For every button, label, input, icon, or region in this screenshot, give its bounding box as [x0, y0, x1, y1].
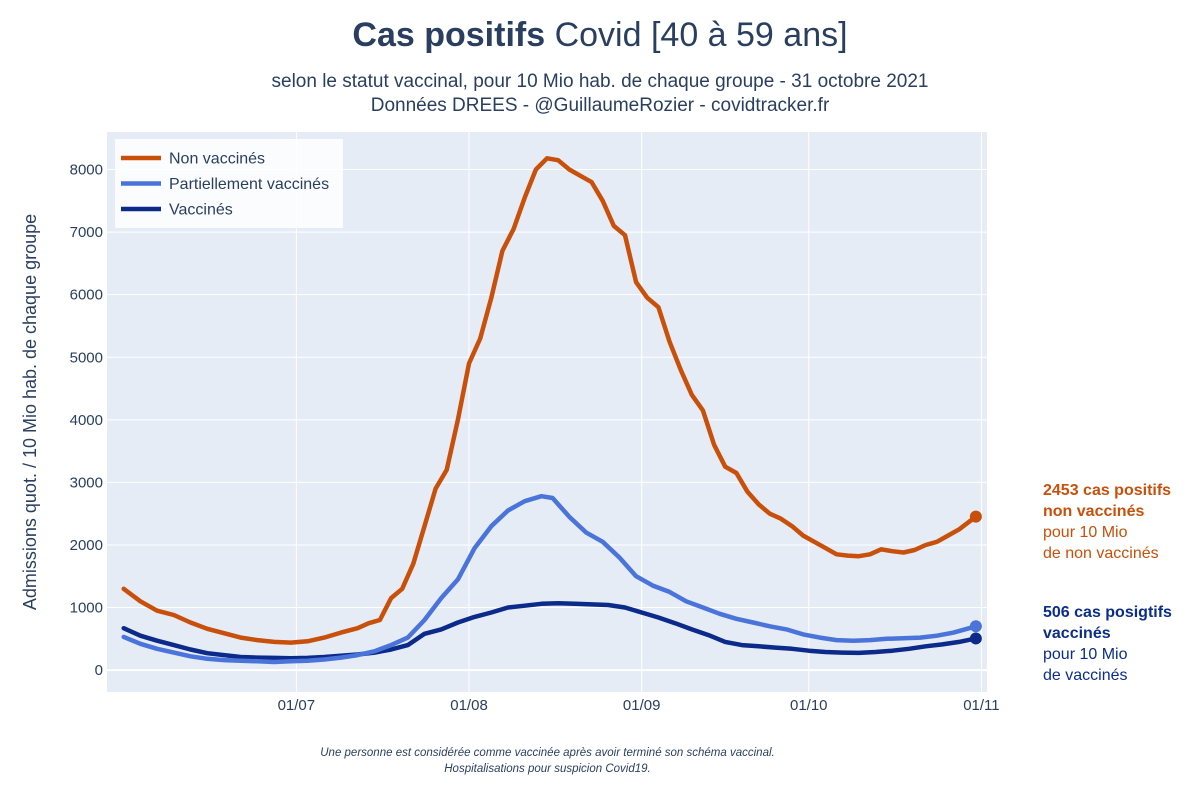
- chart-title-bold: Cas positifs: [352, 16, 546, 54]
- annotation-non-vaccines-line-4: de non vaccinés: [1043, 545, 1159, 562]
- annotation-non-vaccines-line-3: pour 10 Mio: [1043, 524, 1128, 541]
- y-tick-label: 7000: [70, 224, 103, 241]
- annotation-non-vaccines: 2453 cas positifs non vaccinés pour 10 M…: [1043, 480, 1171, 564]
- x-tick-label: 01/07: [278, 697, 316, 714]
- series-end-marker: [969, 510, 982, 523]
- x-tick-label: 01/11: [963, 697, 999, 714]
- y-tick-label: 0: [95, 662, 103, 679]
- legend-label: Non vaccinés: [169, 151, 265, 168]
- x-tick-label: 01/08: [450, 697, 488, 714]
- series-line: [121, 156, 979, 645]
- footnote-2: Hospitalisations pour suspicion Covid19.: [444, 763, 651, 775]
- chart-title-rest: Covid [40 à 59 ans]: [545, 16, 848, 54]
- legend-label: Vaccinés: [169, 202, 233, 219]
- footnote-1: Une personne est considérée comme vaccin…: [320, 747, 775, 759]
- y-tick-label: 2000: [70, 537, 103, 554]
- annotation-non-vaccines-bold-1: 2453 cas positifs: [1043, 482, 1172, 499]
- annotation-vaccines-line-4: de vaccinés: [1043, 667, 1128, 684]
- y-tick-label: 8000: [70, 162, 103, 179]
- x-tick-label: 01/09: [623, 697, 661, 714]
- series-end-marker: [969, 632, 982, 645]
- chart-subtitle-2: Données DREES - @GuillaumeRozier - covid…: [370, 95, 830, 116]
- series-line: [121, 493, 979, 665]
- legend-label: Partiellement vaccinés: [169, 176, 329, 193]
- y-tick-label: 6000: [70, 287, 103, 304]
- annotation-vaccines-bold-2: vaccinés: [1043, 625, 1111, 642]
- y-tick-label: 3000: [70, 474, 103, 491]
- chart-subtitle-1: selon le statut vaccinal, pour 10 Mio ha…: [271, 71, 929, 92]
- y-tick-label: 4000: [70, 412, 103, 429]
- chart-title: Cas positifs Covid [40 à 59 ans]: [0, 16, 1200, 55]
- series-line: [121, 600, 979, 661]
- series-end-marker: [969, 620, 982, 633]
- annotation-vaccines: 506 cas posigtifs vaccinés pour 10 Mio d…: [1043, 602, 1172, 686]
- x-tick-label: 01/10: [790, 697, 828, 714]
- y-tick-label: 1000: [70, 600, 103, 617]
- annotation-non-vaccines-bold-2: non vaccinés: [1043, 503, 1145, 520]
- annotation-vaccines-bold-1: 506 cas posigtifs: [1043, 604, 1172, 621]
- y-tick-label: 5000: [70, 349, 103, 366]
- annotation-vaccines-line-3: pour 10 Mio: [1043, 646, 1128, 663]
- y-axis-label: Admissions quot. / 10 Mio hab. de chaque…: [20, 214, 40, 610]
